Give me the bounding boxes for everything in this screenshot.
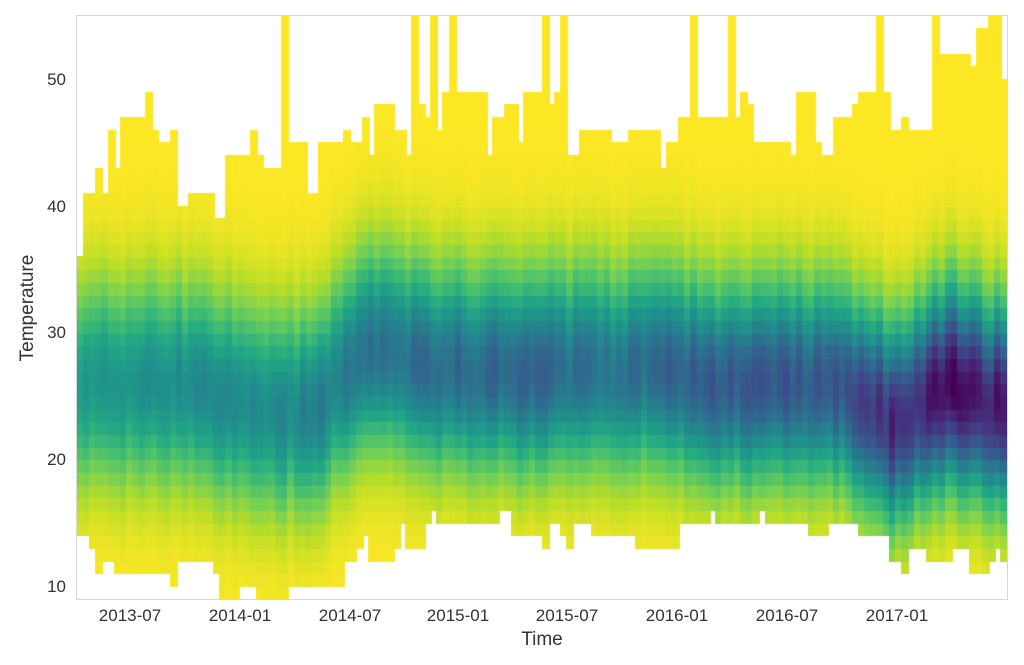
y-tick-40: 40 [47, 197, 66, 216]
x-tick-2013-07: 2013-07 [98, 606, 162, 625]
y-tick-30: 30 [47, 323, 66, 342]
x-tick-2016-01: 2016-01 [645, 606, 709, 625]
y-tick-50: 50 [47, 70, 66, 89]
x-tick-2016-07: 2016-07 [755, 606, 819, 625]
x-tick-2017-01: 2017-01 [865, 606, 929, 625]
x-axis-label: Time [521, 629, 563, 650]
x-tick-2014-01: 2014-01 [208, 606, 272, 625]
temperature-density-heatmap [77, 16, 1007, 599]
x-tick-2015-07: 2015-07 [535, 606, 599, 625]
y-tick-10: 10 [47, 577, 66, 596]
x-tick-2014-07: 2014-07 [318, 606, 382, 625]
y-axis-label: Temperature [17, 254, 38, 362]
x-tick-2015-01: 2015-01 [426, 606, 490, 625]
y-tick-20: 20 [47, 450, 66, 469]
